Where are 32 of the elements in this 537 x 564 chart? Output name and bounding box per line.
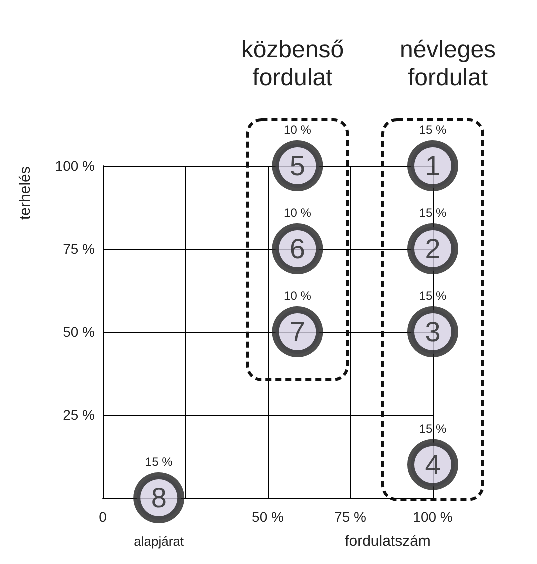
series-label: 8 <box>151 482 167 514</box>
series-label: 4 <box>425 449 441 480</box>
annotation: 10 % <box>284 289 312 303</box>
annotation: 15 % <box>145 455 174 469</box>
x-tick-label: 0 <box>99 509 108 525</box>
point <box>272 306 324 358</box>
x-axis-title: fordulatszám <box>345 533 431 550</box>
x-tick-label: 50 % <box>252 509 284 525</box>
series-label: 7 <box>290 316 306 348</box>
annotation: 10 % <box>284 123 312 137</box>
y-tick-label: 50 % <box>63 324 95 340</box>
annotation: 15 % <box>419 206 447 220</box>
series-label: 5 <box>290 150 306 182</box>
x-tick-label: 100 % <box>413 509 453 525</box>
annotation: 10 % <box>284 206 312 220</box>
series-label: 1 <box>425 150 441 182</box>
series-label: 6 <box>290 234 306 264</box>
y-tick-label: 75 % <box>63 241 95 257</box>
annotation: 15 % <box>419 422 447 436</box>
text: névleges fordulat <box>400 36 496 92</box>
annotation: 15 % <box>419 123 447 137</box>
y-tick-label: 100 % <box>55 158 95 174</box>
series-label: 2 <box>425 234 441 264</box>
annotation: 15 % <box>419 289 447 303</box>
series-label: 3 <box>425 316 441 348</box>
point <box>408 140 458 192</box>
text: közbenső fordulat <box>241 36 344 92</box>
y-tick-label: 25 % <box>63 407 95 423</box>
y-axis-title: terhelés <box>17 166 34 220</box>
text: alapjárat <box>134 534 184 549</box>
x-tick-label: 75 % <box>334 509 366 525</box>
point <box>408 224 458 274</box>
